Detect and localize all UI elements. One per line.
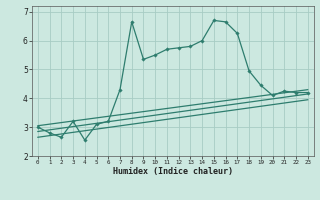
X-axis label: Humidex (Indice chaleur): Humidex (Indice chaleur) (113, 167, 233, 176)
